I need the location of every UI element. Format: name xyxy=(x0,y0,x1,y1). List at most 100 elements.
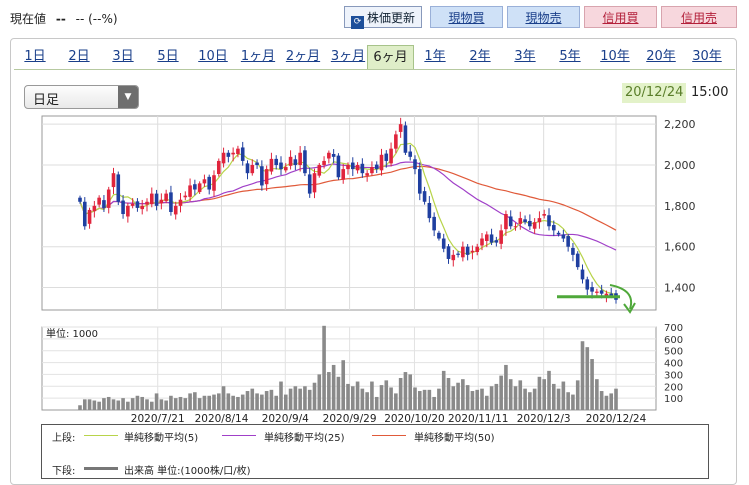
volume-bar xyxy=(226,393,231,410)
legend-ma50-swatch xyxy=(372,435,406,436)
volume-bar xyxy=(350,386,355,410)
volume-bar xyxy=(82,399,87,410)
volume-bar xyxy=(197,398,202,410)
volume-bar xyxy=(303,386,307,410)
tab-5d[interactable]: 5日 xyxy=(157,49,179,64)
volume-bar xyxy=(561,381,566,410)
tab-10y[interactable]: 10年 xyxy=(600,49,630,64)
candle-body xyxy=(518,218,523,224)
volume-bar xyxy=(207,395,212,410)
candle-body xyxy=(456,253,460,255)
volume-bar xyxy=(183,398,188,410)
price-plot-area xyxy=(41,115,657,311)
legend-ma25-swatch xyxy=(222,435,256,436)
volume-bar xyxy=(537,376,542,410)
spot-sell-button[interactable]: 現物売 xyxy=(507,6,580,28)
legend-ma25: 単純移動平均(25) xyxy=(264,433,345,444)
candle-body xyxy=(140,205,145,210)
candle-body xyxy=(413,159,417,170)
volume-bar xyxy=(360,388,365,410)
candle-body xyxy=(87,209,92,224)
candle-body xyxy=(126,205,130,217)
tab-2m[interactable]: 2ヶ月 xyxy=(285,49,321,64)
candle-body xyxy=(580,269,585,280)
tab-3m[interactable]: 3ヶ月 xyxy=(330,49,366,64)
volume-bar xyxy=(513,386,518,410)
candle-body xyxy=(528,220,532,227)
volume-bar xyxy=(370,381,374,410)
volume-tick-label: 600 xyxy=(664,335,683,346)
x-tick-label: 2020/11/11 xyxy=(448,413,509,425)
candle-body xyxy=(312,173,317,193)
tab-1d[interactable]: 1日 xyxy=(24,49,46,64)
tab-1m[interactable]: 1ヶ月 xyxy=(240,49,276,64)
volume-bar xyxy=(317,374,322,410)
volume-bar xyxy=(327,372,331,410)
tab-20y[interactable]: 20年 xyxy=(646,49,676,64)
candle-body xyxy=(417,169,422,194)
tab-5y[interactable]: 5年 xyxy=(559,49,581,64)
volume-bar xyxy=(451,386,456,410)
tab-3d[interactable]: 3日 xyxy=(112,49,134,64)
volume-bar xyxy=(264,391,269,410)
tab-2y[interactable]: 2年 xyxy=(469,49,491,64)
candle-body xyxy=(303,150,307,174)
last-update-date: 20/12/24 xyxy=(622,83,687,103)
volume-bar xyxy=(604,395,609,410)
candle-body xyxy=(513,226,518,228)
volume-bar xyxy=(279,381,283,410)
candle-body xyxy=(130,203,135,206)
candle-body xyxy=(293,159,298,166)
update-price-button[interactable]: ⟳ 株価更新 xyxy=(344,6,422,29)
volume-bar xyxy=(470,391,475,410)
candle-body xyxy=(537,218,542,223)
refresh-icon: ⟳ xyxy=(350,16,364,29)
volume-bar xyxy=(427,389,432,410)
margin-buy-button[interactable]: 信用買 xyxy=(584,6,657,28)
price-tick-label: 1,400 xyxy=(664,282,696,295)
volume-bar xyxy=(260,394,264,410)
tab-6m[interactable]: 6ヶ月 xyxy=(367,45,414,69)
tab-3y[interactable]: 3年 xyxy=(514,49,536,64)
volume-bar xyxy=(494,383,499,410)
x-tick-label: 2020/12/24 xyxy=(586,413,647,425)
current-price-value: -- xyxy=(55,12,66,26)
candle-body xyxy=(322,160,326,166)
margin-sell-button[interactable]: 信用売 xyxy=(661,6,737,28)
candle-body xyxy=(226,152,231,157)
volume-bar xyxy=(269,389,274,410)
tab-30y[interactable]: 30年 xyxy=(692,49,722,64)
candle-body xyxy=(279,162,283,170)
volume-bar xyxy=(178,396,183,410)
candle-body xyxy=(283,167,288,171)
volume-bar xyxy=(585,347,590,410)
interval-select[interactable]: 日足 ▼ xyxy=(24,85,139,109)
volume-bar xyxy=(145,399,149,410)
candle-body xyxy=(197,183,202,192)
candle-body xyxy=(216,160,221,174)
candle-body xyxy=(135,201,140,208)
volume-bar xyxy=(154,393,159,410)
x-tick-label: 2020/9/4 xyxy=(262,413,309,425)
tab-10d[interactable]: 10日 xyxy=(198,49,228,64)
candle-body xyxy=(374,164,379,170)
tab-2d[interactable]: 2日 xyxy=(68,49,90,64)
tab-1y[interactable]: 1年 xyxy=(424,49,446,64)
volume-bar xyxy=(456,382,460,410)
chevron-down-icon: ▼ xyxy=(118,86,138,108)
candle-body xyxy=(532,222,537,229)
spot-buy-button[interactable]: 現物買 xyxy=(430,6,503,28)
candle-body xyxy=(288,156,293,166)
candle-body xyxy=(484,234,489,241)
volume-bar xyxy=(417,391,422,410)
volume-tick-label: 200 xyxy=(664,382,683,393)
candle-body xyxy=(595,291,599,293)
candle-body xyxy=(355,165,360,171)
volume-bar xyxy=(614,388,618,410)
candle-body xyxy=(78,197,82,202)
volume-bar xyxy=(389,387,393,410)
volume-bar xyxy=(374,396,379,410)
volume-bar xyxy=(149,401,154,410)
candle-body xyxy=(97,197,101,205)
candle-body xyxy=(465,246,470,255)
